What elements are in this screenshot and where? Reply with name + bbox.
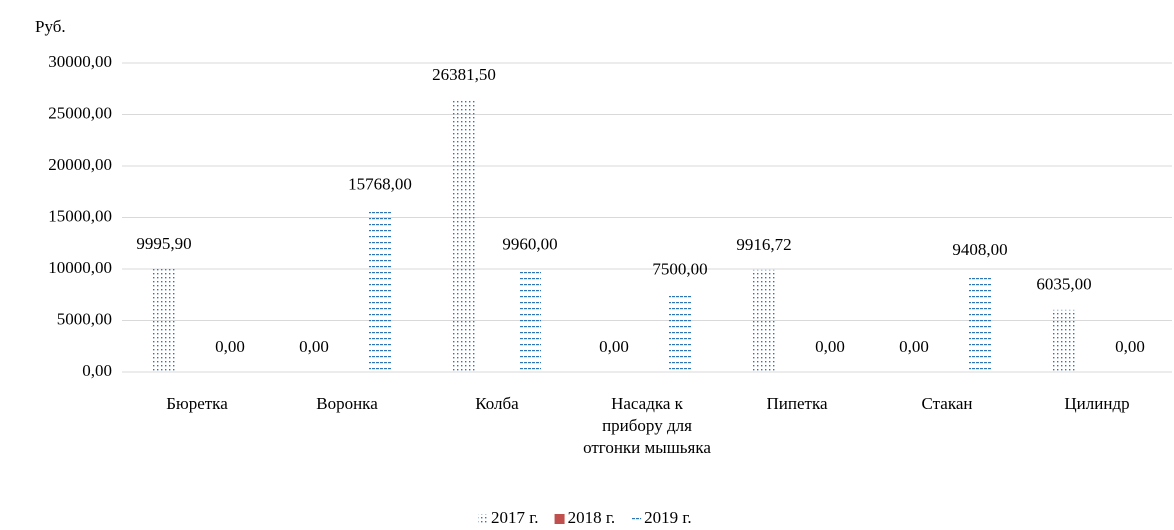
legend-label: 2019 г. xyxy=(644,508,692,527)
data-label: 9995,90 xyxy=(136,234,191,253)
data-label: 6035,00 xyxy=(1036,275,1091,294)
bar xyxy=(519,269,541,372)
data-label: 9408,00 xyxy=(952,240,1007,259)
legend-label: 2018 г. xyxy=(568,508,616,527)
y-tick-label: 15000,00 xyxy=(48,206,112,225)
bar xyxy=(369,209,391,372)
data-label: 0,00 xyxy=(815,337,845,356)
data-label: 0,00 xyxy=(599,337,629,356)
x-tick-label: Колба xyxy=(475,394,519,413)
data-label: 26381,50 xyxy=(432,65,496,84)
x-tick-label: Воронка xyxy=(316,394,378,413)
legend-swatch xyxy=(554,514,565,524)
data-label: 9916,72 xyxy=(736,235,791,254)
y-tick-label: 5000,00 xyxy=(57,309,112,328)
y-tick-label: 20000,00 xyxy=(48,155,112,174)
y-axis-label: Руб. xyxy=(35,17,66,36)
bar xyxy=(1053,309,1075,372)
data-label: 0,00 xyxy=(1115,337,1145,356)
bar xyxy=(453,100,475,372)
data-label: 0,00 xyxy=(215,337,245,356)
x-tick-label: Стакан xyxy=(921,394,973,413)
x-tick-label: Цилиндр xyxy=(1064,394,1130,413)
y-tick-label: 10000,00 xyxy=(48,258,112,277)
x-tick-label: Бюретка xyxy=(166,394,228,413)
data-label: 0,00 xyxy=(899,337,929,356)
legend-label: 2017 г. xyxy=(491,508,539,527)
x-tick-label: Насадка к прибору для отгонки мышьяка xyxy=(583,394,711,457)
y-tick-label: 0,00 xyxy=(82,361,112,380)
bar xyxy=(969,275,991,372)
data-label: 0,00 xyxy=(299,337,329,356)
data-label: 7500,00 xyxy=(652,260,707,279)
bar xyxy=(753,269,775,372)
data-label: 15768,00 xyxy=(348,174,412,193)
bar xyxy=(669,294,691,372)
x-tick-label: Пипетка xyxy=(766,394,828,413)
y-tick-label: 30000,00 xyxy=(48,52,112,71)
y-tick-label: 25000,00 xyxy=(48,103,112,122)
legend-swatch xyxy=(478,514,488,524)
data-label: 9960,00 xyxy=(502,234,557,253)
bar xyxy=(153,269,175,372)
legend-swatch xyxy=(631,514,642,524)
